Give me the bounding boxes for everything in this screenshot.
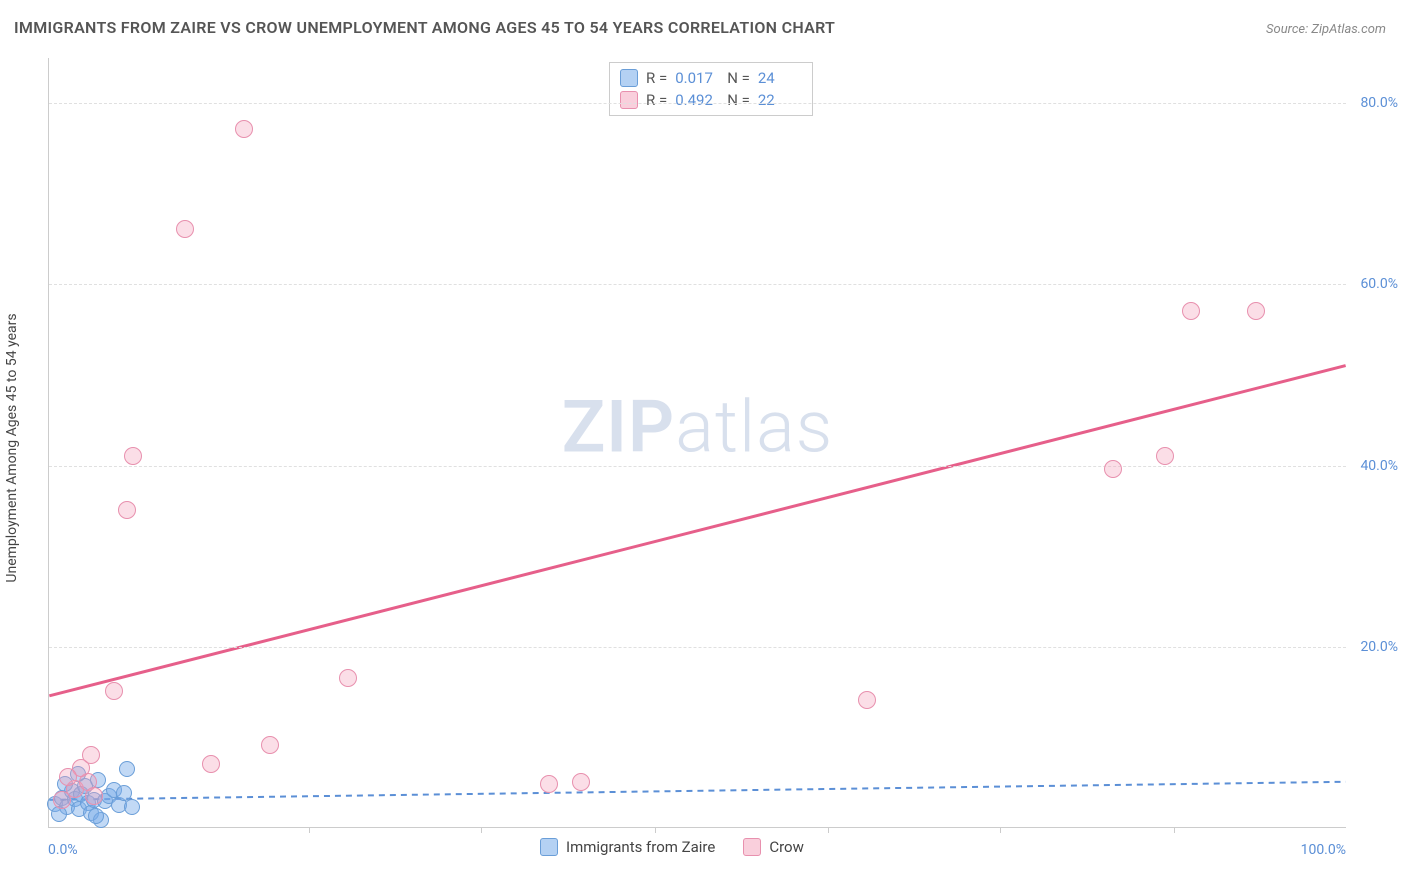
x-tick-mark [481, 827, 482, 833]
source-attribution: Source: ZipAtlas.com [1266, 22, 1386, 37]
crow-point [540, 775, 558, 793]
y-axis-label: Unemployment Among Ages 45 to 54 years [4, 313, 20, 582]
gridline [49, 647, 1346, 648]
x-axis-max-label: 100.0% [1301, 842, 1346, 858]
zaire-point [119, 761, 135, 777]
x-tick-mark [1174, 827, 1175, 833]
zaire-trend-line [49, 782, 1345, 800]
n-label: N = [727, 91, 750, 109]
crow-point [261, 736, 279, 754]
watermark-bold: ZIP [562, 385, 675, 470]
zaire-point [88, 808, 104, 824]
stats-row-crow: R = 0.492 N = 22 [620, 89, 802, 111]
crow-point [1182, 302, 1200, 320]
crow-point [176, 220, 194, 238]
zaire-swatch-icon [540, 838, 558, 856]
legend-item-crow: Crow [743, 838, 804, 856]
x-tick-mark [1000, 827, 1001, 833]
crow-swatch-icon [743, 838, 761, 856]
crow-point [1104, 460, 1122, 478]
zaire-point [51, 806, 67, 822]
watermark-light: atlas [675, 385, 833, 470]
x-tick-mark [828, 827, 829, 833]
n-label: N = [727, 69, 750, 87]
gridline [49, 103, 1346, 104]
chart-title: IMMIGRANTS FROM ZAIRE VS CROW UNEMPLOYME… [14, 18, 835, 37]
n-value: 22 [758, 91, 802, 109]
crow-point [1247, 302, 1265, 320]
x-axis-min-label: 0.0% [48, 842, 78, 858]
y-tick-label: 60.0% [1360, 276, 1398, 292]
legend-label: Crow [769, 838, 804, 856]
y-tick-label: 20.0% [1360, 639, 1398, 655]
crow-point [85, 787, 103, 805]
gridline [49, 284, 1346, 285]
crow-point [105, 682, 123, 700]
r-value: 0.017 [675, 69, 719, 87]
crow-point [572, 773, 590, 791]
trend-lines [49, 58, 1346, 827]
zaire-swatch-icon [620, 69, 638, 87]
crow-point [124, 447, 142, 465]
scatter-chart: ZIPatlas R =0.017N =24R =0.492N =22 20.0… [48, 58, 1346, 828]
r-label: R = [646, 69, 667, 87]
stats-legend: R = 0.017 N = 24 R = 0.492 N = 22 [609, 62, 813, 116]
r-value: 0.492 [675, 91, 719, 109]
crow-point [82, 746, 100, 764]
crow-point [858, 691, 876, 709]
r-label: R = [646, 91, 667, 109]
stats-row-zaire: R = 0.017 N = 24 [620, 67, 802, 89]
gridline [49, 466, 1346, 467]
x-tick-mark [309, 827, 310, 833]
crow-point [1156, 447, 1174, 465]
x-tick-mark [655, 827, 656, 833]
series-legend: Immigrants from Zaire Crow [540, 838, 804, 856]
crow-point [339, 669, 357, 687]
crow-point [235, 120, 253, 138]
n-value: 24 [758, 69, 802, 87]
y-tick-label: 40.0% [1360, 458, 1398, 474]
watermark: ZIPatlas [562, 385, 834, 470]
crow-swatch-icon [620, 91, 638, 109]
zaire-point [124, 799, 140, 815]
crow-point [118, 501, 136, 519]
y-tick-label: 80.0% [1360, 95, 1398, 111]
crow-point [59, 768, 77, 786]
legend-label: Immigrants from Zaire [566, 838, 715, 856]
crow-point [202, 755, 220, 773]
legend-item-zaire: Immigrants from Zaire [540, 838, 715, 856]
